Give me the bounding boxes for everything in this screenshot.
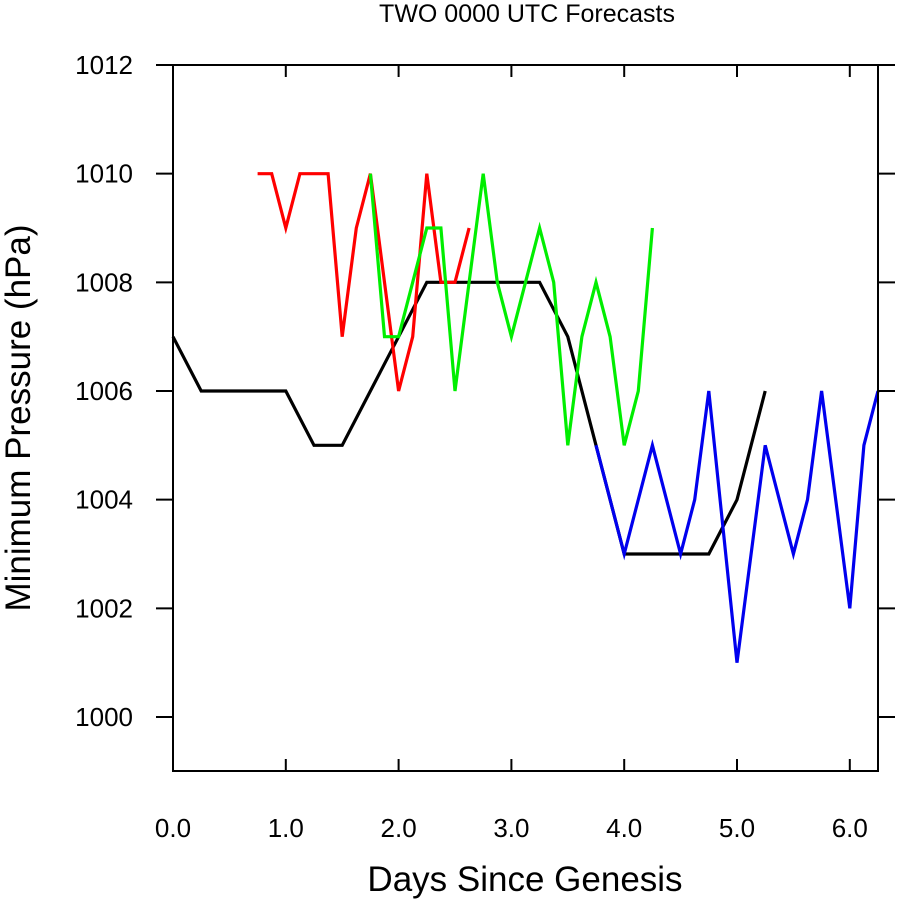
y-tick-label: 1006 bbox=[75, 376, 133, 406]
plot-frame bbox=[172, 64, 879, 772]
series-layer bbox=[171, 172, 880, 663]
x-tick-label: 0.0 bbox=[155, 813, 191, 843]
x-axis-label: Days Since Genesis bbox=[367, 860, 682, 899]
x-tick-label: 2.0 bbox=[381, 813, 417, 843]
x-tick-label: 5.0 bbox=[719, 813, 755, 843]
y-tick-label: 1002 bbox=[75, 593, 133, 623]
chart-title: TWO 0000 UTC Forecasts bbox=[379, 0, 675, 28]
x-tick-label: 4.0 bbox=[606, 813, 642, 843]
series-line-2 bbox=[368, 173, 654, 446]
x-tick-label: 6.0 bbox=[832, 813, 868, 843]
series-line-0 bbox=[171, 280, 767, 556]
tick-layer: 0.0 1.0 2.0 3.0 4.0 5.0 6.0 1000 1002 1004 1006 100… bbox=[75, 50, 895, 843]
y-tick-label: 1012 bbox=[75, 50, 133, 80]
y-tick-label: 1008 bbox=[75, 267, 133, 297]
x-tick-label: 1.0 bbox=[268, 813, 304, 843]
y-tick-label: 1000 bbox=[75, 702, 133, 732]
y-tick-label: 1004 bbox=[75, 485, 133, 515]
y-tick-label: 1010 bbox=[75, 159, 133, 189]
y-axis-label: Minimum Pressure (hPa) bbox=[0, 224, 38, 611]
x-tick-label: 3.0 bbox=[493, 813, 529, 843]
series-line-3 bbox=[594, 390, 880, 663]
